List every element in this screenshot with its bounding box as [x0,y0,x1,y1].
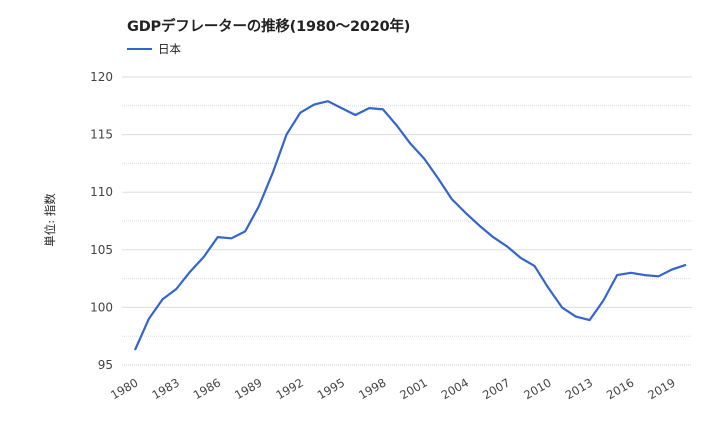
x-tick-label: 1980 [108,375,140,402]
y-tick-label: 110 [90,185,113,199]
x-tick-label: 1986 [191,375,223,402]
x-tick-label: 1998 [356,375,388,402]
x-tick-label: 2013 [563,375,595,402]
y-tick-label: 120 [90,70,113,84]
series-lines [133,100,687,351]
x-tick-label: 1992 [273,375,305,402]
y-tick-label: 115 [90,128,113,142]
series-line-japan [133,100,687,351]
x-tick-label: 2019 [645,375,677,402]
x-tick-label: 2001 [397,375,429,402]
legend: 日本 [127,41,181,57]
x-tick-label: 2010 [521,375,553,402]
gridlines [122,76,692,366]
x-tick-label: 1995 [315,375,347,402]
y-tick-label: 100 [90,300,113,314]
y-axis-ticks: 95 100 105 110 115 120 [90,70,113,372]
legend-line-swatch-icon [127,48,152,50]
x-tick-label: 1983 [149,375,181,402]
y-tick-label: 105 [90,243,113,257]
chart-title: GDPデフレーターの推移(1980～2020年) [127,19,411,35]
x-tick-label: 2004 [439,375,471,402]
y-tick-label: 95 [98,358,113,372]
x-tick-label: 2007 [480,375,512,402]
x-tick-label: 1989 [232,375,264,402]
x-axis-ticks: 1980 1983 1986 1989 1992 1995 1998 2001 2004 2007… [108,375,678,402]
x-tick-label: 2016 [604,375,636,402]
legend-label: 日本 [158,42,181,56]
